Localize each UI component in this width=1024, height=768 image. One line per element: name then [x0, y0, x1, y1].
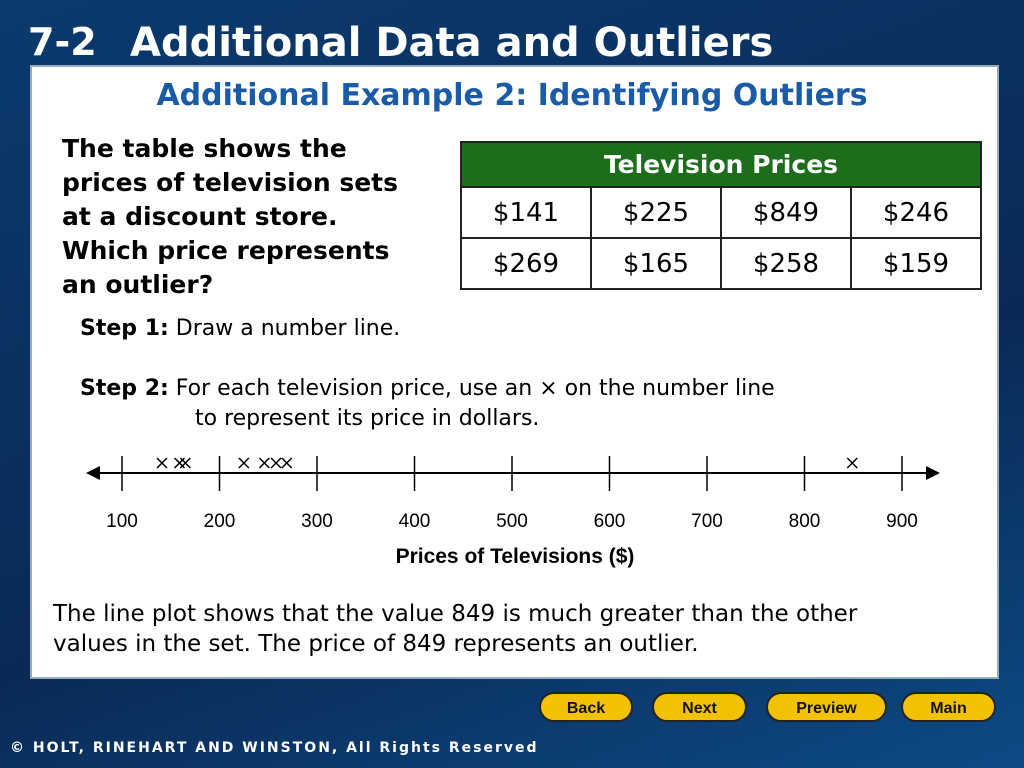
step-text: For each television price, use an × on t…: [175, 376, 775, 401]
table: Television Prices $141 $225 $849 $246 $269 $…: [460, 141, 982, 290]
step-label: Step 1:: [80, 316, 169, 341]
table-title: Television Prices: [460, 141, 982, 188]
question-line: at a discount store.: [62, 202, 338, 231]
tick-label: 400: [399, 511, 431, 532]
step-label: Step 2:: [80, 376, 169, 401]
button[interactable]: [539, 692, 633, 722]
x-mark: [270, 457, 282, 469]
x-mark: [258, 457, 270, 469]
x-mark: [156, 457, 168, 469]
footer: © HOLT, RINEHART AND WINSTON, All Rights…: [10, 740, 539, 756]
conclusion: values in the set. The price of 849 repr…: [53, 631, 699, 657]
button-label[interactable]: Back: [567, 700, 605, 717]
tick-label: 200: [204, 511, 236, 532]
cell: $165: [590, 237, 722, 290]
lesson: 7-2: [28, 20, 97, 64]
cell: $246: [850, 186, 982, 239]
question-line: an outlier?: [62, 270, 214, 299]
step-text: to represent its price in dollars.: [195, 406, 540, 431]
button[interactable]: [766, 692, 887, 722]
step-text: Draw a number line.: [175, 316, 401, 341]
button-label[interactable]: Main: [930, 700, 966, 717]
button-label[interactable]: Preview: [796, 700, 857, 717]
x-mark: [179, 457, 191, 469]
cell: $849: [720, 186, 852, 239]
question-line: prices of television sets: [62, 168, 398, 197]
tick-label: 800: [789, 511, 821, 532]
axis-title: Prices of Televisions ($): [396, 545, 635, 568]
button[interactable]: [901, 692, 996, 722]
tick-label: 100: [106, 511, 138, 532]
tick-label: 300: [301, 511, 333, 532]
tick-label: 600: [594, 511, 626, 532]
x-mark: [846, 457, 858, 469]
button-label[interactable]: Next: [682, 700, 717, 717]
cell: $269: [460, 237, 592, 290]
conclusion: The line plot shows that the value 849 i…: [53, 601, 858, 627]
cell: $159: [850, 237, 982, 290]
x-mark: [238, 457, 250, 469]
button[interactable]: [652, 692, 747, 722]
title: Additional Data and Outliers: [130, 20, 774, 66]
question: The table shows the prices of television …: [62, 132, 398, 302]
arrow: [86, 466, 100, 480]
cell: $225: [590, 186, 722, 239]
cell: $141: [460, 186, 592, 239]
question-line: The table shows the: [62, 134, 347, 163]
x-mark: [281, 457, 293, 469]
tick-label: 500: [496, 511, 528, 532]
question-line: Which price represents: [62, 236, 390, 265]
subtitle: Additional Example 2: Identifying Outlie…: [156, 78, 868, 113]
cell: $258: [720, 237, 852, 290]
tick-label: 700: [691, 511, 723, 532]
arrow: [926, 466, 940, 480]
x-mark: [173, 457, 186, 469]
tick-label: 900: [886, 511, 918, 532]
